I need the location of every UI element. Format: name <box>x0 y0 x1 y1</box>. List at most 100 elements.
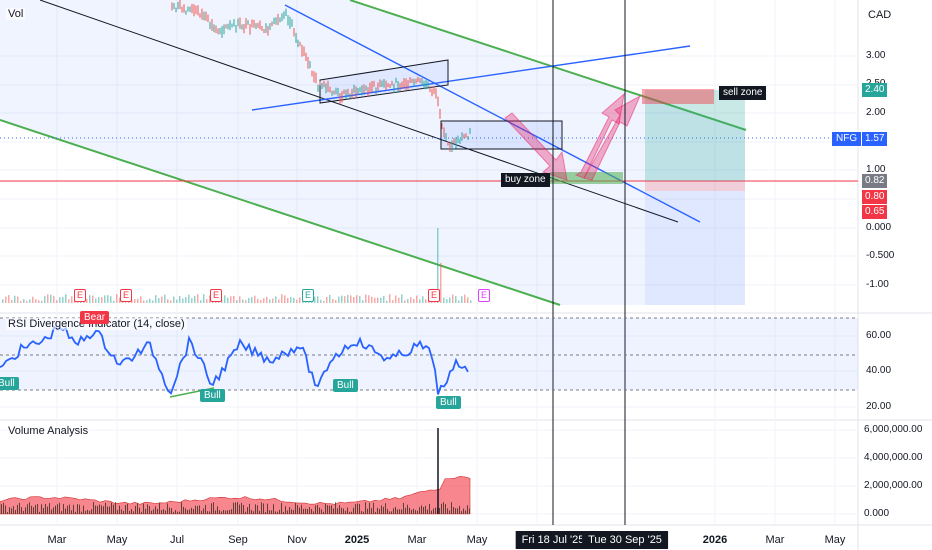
volume-bar <box>11 300 13 303</box>
volume-analysis-bar <box>425 505 426 514</box>
volume-analysis-bar <box>53 507 54 514</box>
volume-analysis-bar <box>201 510 202 514</box>
currency-label[interactable]: CAD <box>868 9 892 21</box>
volume-bar <box>5 296 7 303</box>
volume-bar <box>341 295 343 303</box>
earnings-badge[interactable]: E <box>302 289 314 302</box>
volume-bar <box>221 300 223 303</box>
volume-bar <box>62 296 64 303</box>
channel-upper-line <box>349 0 747 131</box>
volume-analysis-bar <box>65 508 66 514</box>
volume-analysis-bar <box>9 507 10 514</box>
volume-analysis-bar <box>163 509 164 514</box>
price-tick: 1.00 <box>866 164 886 175</box>
volume-analysis-bar <box>405 507 406 514</box>
volume-tick: 0.000 <box>864 508 890 519</box>
volume-bar <box>332 298 334 303</box>
volume-analysis-bar <box>165 510 166 514</box>
volume-analysis-bar <box>399 509 400 514</box>
volume-bar <box>425 299 427 303</box>
volume-analysis-bar <box>227 510 228 514</box>
time-tick-year: 2026 <box>702 534 728 546</box>
volume-analysis-bar <box>213 502 214 514</box>
projection-area <box>645 191 745 305</box>
volume-bar <box>20 300 22 303</box>
volume-bar <box>377 297 379 303</box>
earnings-badge-upcoming[interactable]: E <box>478 289 490 302</box>
volume-analysis-bar <box>197 505 198 514</box>
volume-analysis-bar <box>289 507 290 514</box>
volume-analysis-bar <box>339 505 340 514</box>
price-tick: 3.00 <box>866 50 886 61</box>
volume-pane-title[interactable]: Volume Analysis <box>6 425 91 437</box>
volume-bar <box>32 296 34 303</box>
volume-analysis-bar <box>217 506 218 514</box>
volume-analysis-bar <box>161 510 162 514</box>
volume-analysis-bar <box>157 508 158 514</box>
time-tick-year: 2025 <box>344 534 370 546</box>
volume-bar <box>461 296 463 303</box>
volume-analysis-bar <box>225 510 226 514</box>
ticker-symbol-tag[interactable]: NFG <box>832 132 862 146</box>
volume-bar <box>98 297 100 303</box>
volume-bar <box>449 297 451 303</box>
volume-analysis-bar <box>173 511 174 514</box>
volume-bar <box>23 298 25 303</box>
volume-analysis-bar <box>355 504 356 514</box>
earnings-badge[interactable]: E <box>120 289 132 302</box>
time-tick: May <box>106 534 128 546</box>
volume-analysis-bar <box>189 509 190 514</box>
volume-histogram <box>2 228 472 303</box>
volume-analysis-bar <box>167 503 168 514</box>
volume-bar <box>248 297 250 303</box>
volume-analysis-bar <box>91 509 92 514</box>
volume-analysis-bar <box>141 511 142 514</box>
path-arrows <box>504 92 642 181</box>
volume-bar <box>107 295 109 303</box>
volume-analysis-bar <box>3 502 4 514</box>
volume-bar <box>14 295 16 303</box>
black-trend-line <box>39 0 679 223</box>
volume-bar <box>209 295 211 303</box>
volume-analysis-bar <box>181 502 182 514</box>
volume-analysis-bar <box>433 508 434 514</box>
rsi-pane-title[interactable]: RSI Divergence Indicator (14, close) <box>6 318 187 330</box>
volume-analysis-bar <box>235 502 236 514</box>
volume-analysis-bar <box>441 503 442 514</box>
bull-signal: Bull <box>0 377 19 390</box>
volume-analysis-bar <box>223 509 224 514</box>
volume-analysis-bar <box>291 509 292 514</box>
volume-bar <box>56 300 58 303</box>
volume-analysis-bar <box>469 508 470 514</box>
volume-bar <box>182 298 184 303</box>
volume-bar <box>443 297 445 303</box>
volume-bar <box>392 300 394 303</box>
volume-bar <box>368 295 370 303</box>
volume-analysis-bar <box>367 508 368 514</box>
buy-zone-rect <box>550 172 623 184</box>
volume-analysis-bar <box>51 509 52 514</box>
volume-analysis-bar <box>273 504 274 514</box>
volume-analysis-bar <box>109 506 110 514</box>
volume-analysis-bar <box>305 508 306 514</box>
volume-analysis-bar <box>349 511 350 514</box>
volume-analysis-bar <box>79 504 80 514</box>
earnings-badge[interactable]: E <box>74 289 86 302</box>
rsi-line <box>0 325 469 395</box>
main-pane-title: Vol <box>6 8 26 20</box>
volume-analysis-bar <box>313 511 314 514</box>
volume-ma-area <box>0 475 471 515</box>
volume-bar <box>242 299 244 303</box>
volume-analysis-bar <box>409 507 410 514</box>
earnings-badge[interactable]: E <box>210 289 222 302</box>
volume-analysis-bar <box>73 504 74 514</box>
volume-analysis-bar <box>303 508 304 514</box>
volume-analysis-bar <box>5 505 6 514</box>
volume-analysis-bar <box>457 508 458 514</box>
rsi-band <box>0 318 858 390</box>
time-tick: Nov <box>287 534 307 546</box>
time-tick: May <box>824 534 846 546</box>
earnings-badge[interactable]: E <box>428 289 440 302</box>
volume-bar <box>350 295 352 303</box>
